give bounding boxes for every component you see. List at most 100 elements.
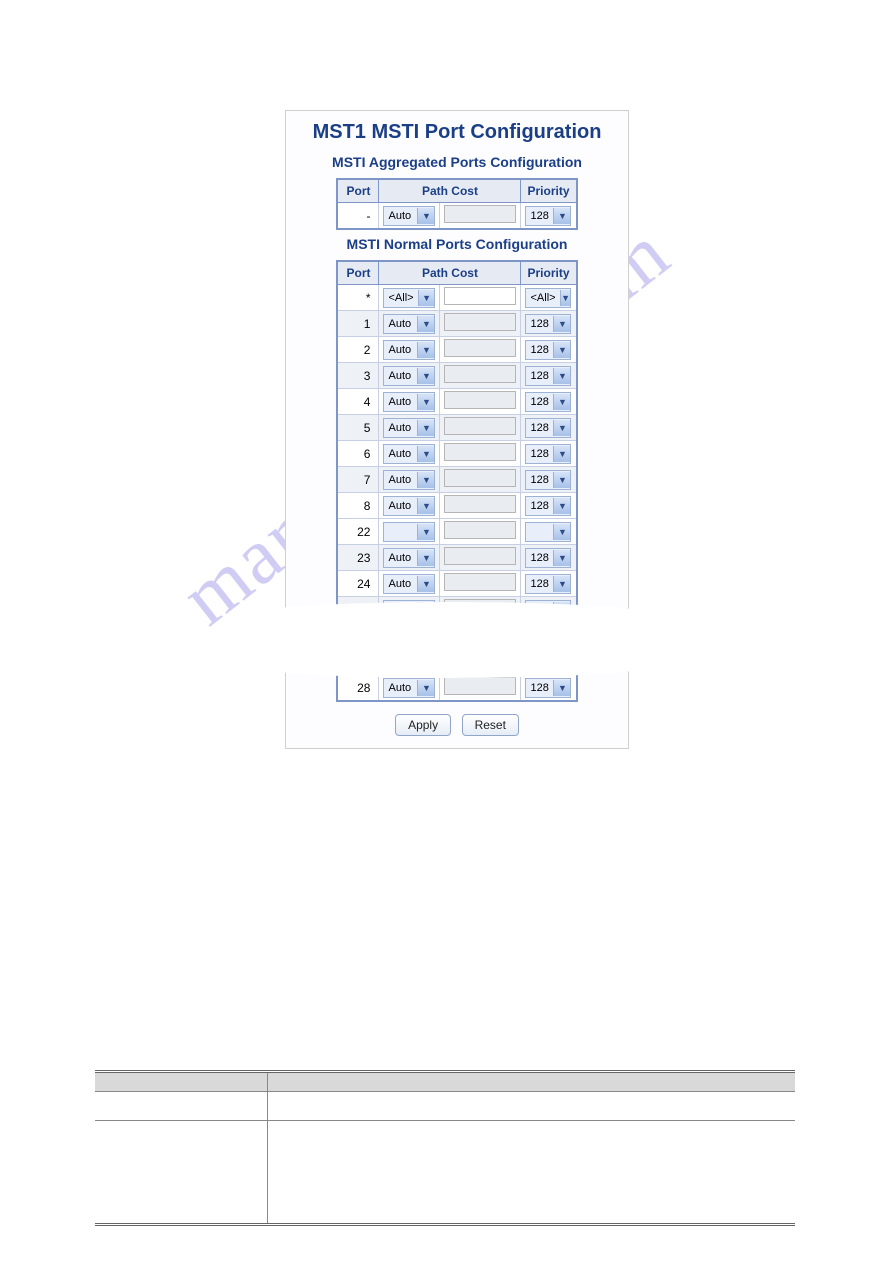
chevron-down-icon: ▼ (553, 342, 570, 358)
port-cell: 22 (337, 519, 379, 545)
port-cell: 23 (337, 545, 379, 571)
table-row: 23Auto▼ 128▼ (337, 545, 576, 571)
table-row: 22 ▼ ▼ (337, 519, 576, 545)
pathcost-input[interactable] (444, 417, 516, 435)
chevron-down-icon: ▼ (417, 420, 434, 436)
pathcost-select[interactable]: Auto▼ (383, 496, 435, 516)
chevron-down-icon: ▼ (553, 576, 570, 592)
chevron-down-icon: ▼ (560, 290, 571, 306)
pathcost-value: Auto (384, 552, 417, 564)
pathcost-select[interactable]: Auto▼ (383, 548, 435, 568)
agg-priority-value: 128 (526, 210, 553, 222)
chevron-down-icon: ▼ (417, 394, 434, 410)
chevron-down-icon: ▼ (553, 394, 570, 410)
port-cell: 7 (337, 467, 379, 493)
table-row: 3Auto▼ 128▼ (337, 363, 576, 389)
chevron-down-icon: ▼ (553, 446, 570, 462)
priority-value: 128 (526, 448, 553, 460)
pathcost-select[interactable]: Auto▼ (383, 418, 435, 438)
pathcost-value: Auto (384, 422, 417, 434)
priority-value: 128 (526, 578, 553, 590)
priority-value: 128 (526, 682, 553, 694)
table-row: 5Auto▼128▼ (337, 415, 576, 441)
table-row: 28Auto▼128▼ (337, 675, 576, 702)
priority-select[interactable]: 128▼ (525, 392, 571, 412)
pathcost-value: Auto (384, 578, 417, 590)
star-pathcost-select[interactable]: <All> ▼ (383, 288, 435, 308)
agg-pathcost-value: Auto (384, 210, 417, 222)
button-row: Apply Reset (296, 714, 618, 736)
pathcost-value: Auto (384, 318, 417, 330)
table-row: 6Auto▼128▼ (337, 441, 576, 467)
pathcost-input[interactable] (444, 391, 516, 409)
star-port: * (337, 285, 379, 311)
apply-button[interactable]: Apply (395, 714, 451, 736)
chevron-down-icon: ▼ (417, 208, 434, 224)
port-cell: 1 (337, 311, 379, 337)
priority-select[interactable]: 128▼ (525, 574, 571, 594)
priority-select[interactable]: 128▼ (525, 418, 571, 438)
star-pathcost-input[interactable] (444, 287, 516, 305)
priority-select[interactable]: 128▼ (525, 340, 571, 360)
priority-value: 128 (526, 370, 553, 382)
priority-select[interactable]: 128▼ (525, 314, 571, 334)
priority-select[interactable]: 128▼ (525, 548, 571, 568)
pathcost-select[interactable]: Auto▼ (383, 366, 435, 386)
agg-priority-select[interactable]: 128 ▼ (525, 206, 571, 226)
chevron-down-icon: ▼ (417, 680, 434, 696)
col-port: Port (337, 179, 379, 203)
pathcost-select[interactable]: Auto▼ (383, 314, 435, 334)
agg-port: - (337, 203, 379, 230)
priority-value: 128 (526, 500, 553, 512)
table-row: 1Auto▼128▼ (337, 311, 576, 337)
section-title-aggregated: MSTI Aggregated Ports Configuration (296, 154, 618, 170)
pathcost-select[interactable]: Auto▼ (383, 444, 435, 464)
star-priority-select[interactable]: <All> ▼ (525, 288, 571, 308)
port-cell: 3 (337, 363, 379, 389)
priority-select[interactable]: ▼ (525, 522, 571, 542)
priority-value: 128 (526, 552, 553, 564)
pathcost-select[interactable]: ▼ (383, 522, 435, 542)
pathcost-input[interactable] (444, 495, 516, 513)
reset-button[interactable]: Reset (462, 714, 519, 736)
chevron-down-icon: ▼ (417, 316, 434, 332)
priority-value: 128 (526, 396, 553, 408)
chevron-down-icon: ▼ (553, 316, 570, 332)
agg-pathcost-input[interactable] (444, 205, 516, 223)
pathcost-select[interactable]: Auto▼ (383, 574, 435, 594)
chevron-down-icon: ▼ (417, 446, 434, 462)
pathcost-value: Auto (384, 448, 417, 460)
priority-select[interactable]: 128▼ (525, 678, 571, 698)
pathcost-select[interactable]: Auto▼ (383, 340, 435, 360)
agg-pathcost-select[interactable]: Auto ▼ (383, 206, 435, 226)
chevron-down-icon: ▼ (417, 498, 434, 514)
priority-select[interactable]: 128▼ (525, 444, 571, 464)
pathcost-select[interactable]: Auto▼ (383, 392, 435, 412)
pathcost-input[interactable] (444, 365, 516, 383)
pathcost-select[interactable]: Auto▼ (383, 470, 435, 490)
pathcost-input[interactable] (444, 521, 516, 539)
pathcost-input[interactable] (444, 469, 516, 487)
page-title: MST1 MSTI Port Configuration (296, 121, 618, 144)
chevron-down-icon: ▼ (417, 472, 434, 488)
pathcost-input[interactable] (444, 313, 516, 331)
pathcost-input[interactable] (444, 677, 516, 695)
pathcost-input[interactable] (444, 547, 516, 565)
priority-value: 128 (526, 318, 553, 330)
pathcost-value: Auto (384, 500, 417, 512)
table-row: 4Auto▼128▼ (337, 389, 576, 415)
table-row: 7Auto▼ 128▼ (337, 467, 576, 493)
chevron-down-icon: ▼ (417, 342, 434, 358)
chevron-down-icon: ▼ (417, 524, 434, 540)
pathcost-input[interactable] (444, 443, 516, 461)
priority-select[interactable]: 128▼ (525, 470, 571, 490)
port-cell: 24 (337, 571, 379, 597)
col-pathcost: Path Cost (379, 179, 521, 203)
pathcost-value: Auto (384, 396, 417, 408)
pathcost-input[interactable] (444, 339, 516, 357)
pathcost-input[interactable] (444, 573, 516, 591)
priority-select[interactable]: 128▼ (525, 366, 571, 386)
priority-select[interactable]: 128▼ (525, 496, 571, 516)
chevron-down-icon: ▼ (553, 420, 570, 436)
pathcost-select[interactable]: Auto▼ (383, 678, 435, 698)
